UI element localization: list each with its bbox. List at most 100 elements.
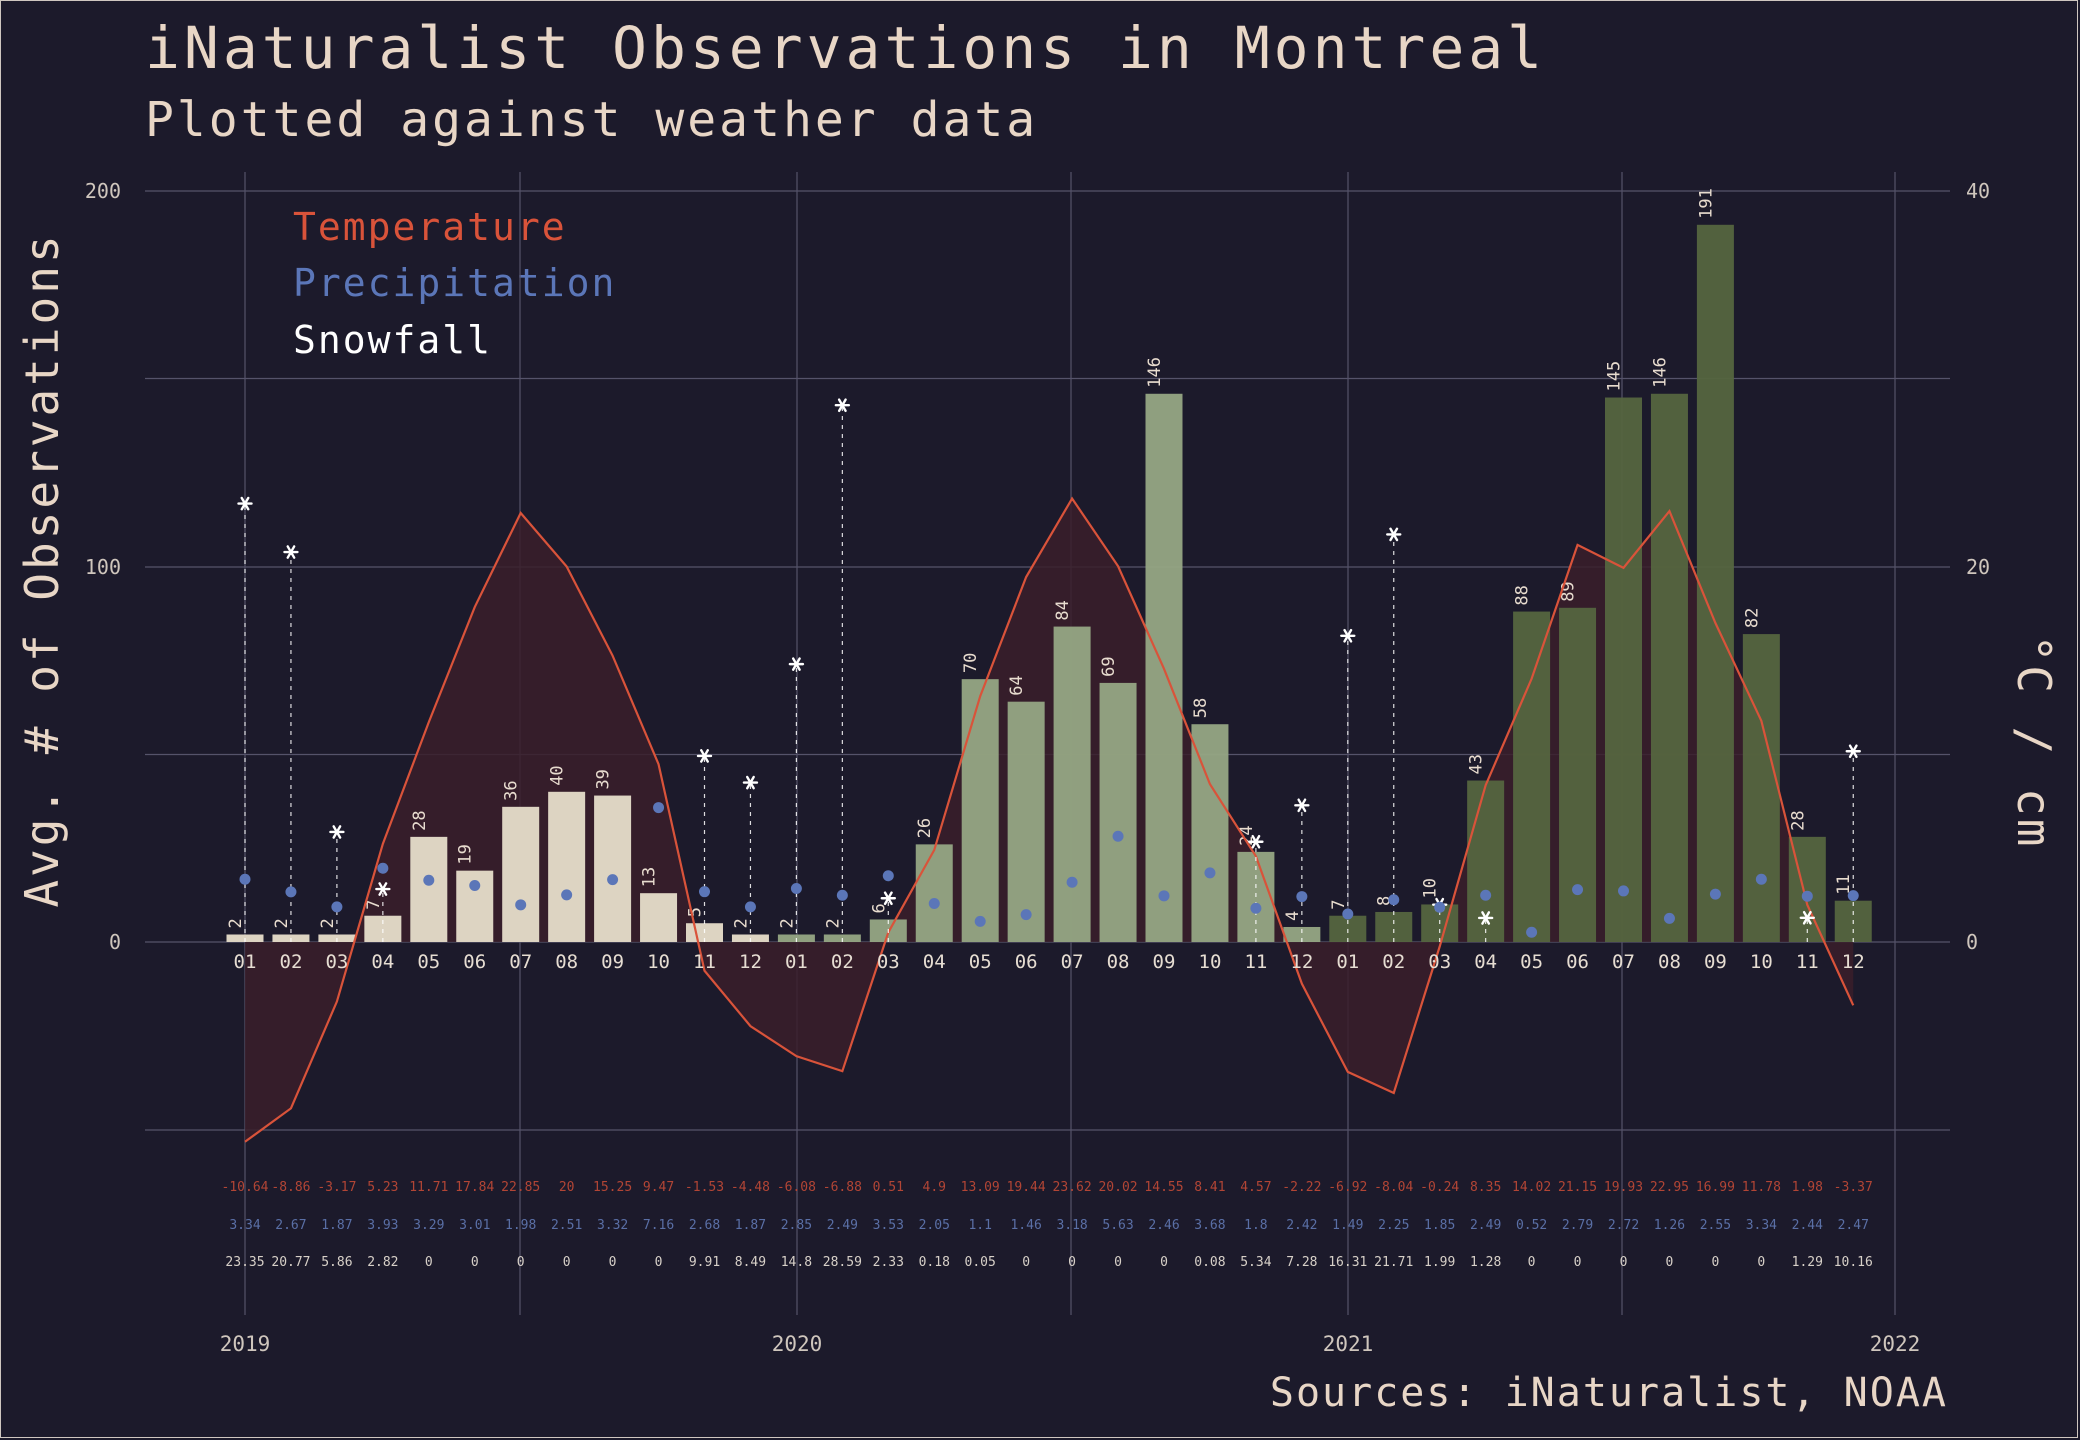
precipitation-value-label: 2.67 (275, 1218, 306, 1233)
bar (1513, 611, 1551, 942)
precipitation-value-label: 3.18 (1056, 1218, 1087, 1233)
month-tick-label: 01 (1336, 951, 1359, 973)
precipitation-value-label: 3.93 (367, 1218, 398, 1233)
snowfall-marker (237, 496, 253, 511)
snowfall-value-label: 5.34 (1240, 1255, 1271, 1270)
precipitation-value-label: 2.44 (1792, 1218, 1823, 1233)
precipitation-dot (790, 882, 802, 894)
snowfall-value-label: 14.8 (781, 1255, 812, 1270)
temperature-value-label: 14.02 (1512, 1180, 1551, 1195)
bar (1191, 724, 1229, 942)
temperature-value-label: -1.53 (685, 1180, 724, 1195)
bar-value-label: 7 (364, 899, 384, 909)
snowfall-value-label: 1.99 (1424, 1255, 1455, 1270)
y2-tick-label: 20 (1966, 555, 1990, 579)
bar-value-label: 36 (502, 780, 522, 800)
snowfall-value-label: 0 (471, 1255, 479, 1270)
snowfall-marker-spoke (1389, 527, 1399, 542)
snowfall-marker (1845, 744, 1861, 759)
precipitation-value-label: 1.98 (505, 1218, 536, 1233)
snowfall-value-label: 0 (1574, 1255, 1582, 1270)
precipitation-value-label: 2.42 (1286, 1218, 1317, 1233)
snowfall-marker-spoke (286, 545, 296, 559)
precipitation-dot (653, 802, 665, 814)
temperature-value-label: -6.88 (823, 1180, 862, 1195)
snowfall-value-label: 0.18 (919, 1255, 950, 1270)
month-tick-label: 09 (1704, 951, 1727, 973)
precipitation-value-label: 1.49 (1332, 1218, 1363, 1233)
month-tick-label: 04 (371, 951, 394, 973)
temperature-value-label: 22.85 (501, 1180, 540, 1195)
snowfall-value-label: 2.82 (367, 1255, 398, 1270)
precipitation-value-label: 1.87 (321, 1218, 352, 1233)
bar (1696, 224, 1734, 943)
bar (1375, 911, 1413, 942)
temperature-value-label: -4.48 (731, 1180, 770, 1195)
precipitation-value-label: 2.51 (551, 1218, 582, 1233)
precipitation-dot (882, 870, 894, 882)
bar-value-label: 70 (961, 653, 981, 673)
bar (640, 893, 678, 942)
source-caption: Sources: iNaturalist, NOAA (1269, 1370, 1948, 1416)
precipitation-dot (377, 862, 389, 874)
month-tick-label: 07 (1612, 951, 1635, 973)
bar (1283, 926, 1321, 942)
bar-value-label: 43 (1467, 754, 1487, 774)
bar-value-label: 40 (548, 765, 568, 785)
temperature-value-label: 4.9 (923, 1180, 946, 1195)
snowfall-value-label: 23.35 (225, 1255, 264, 1270)
temperature-value-label: 19.93 (1604, 1180, 1643, 1195)
temperature-value-label: 0.51 (873, 1180, 904, 1195)
precipitation-dot (1801, 890, 1813, 902)
chart-title: iNaturalist Observations in Montreal (145, 14, 1547, 82)
precipitation-value-label: 3.29 (413, 1218, 444, 1233)
snowfall-value-label: 7.28 (1286, 1255, 1317, 1270)
snowfall-marker (283, 545, 299, 559)
precipitation-value-label: 1.46 (1010, 1218, 1041, 1233)
month-tick-label: 11 (693, 951, 716, 973)
temperature-value-label: -0.24 (1420, 1180, 1459, 1195)
precipitation-dot (331, 901, 343, 913)
bar-value-label: 28 (1788, 810, 1808, 830)
snowfall-marker-spoke (332, 825, 342, 839)
precipitation-value-label: 2.05 (919, 1218, 950, 1233)
snowfall-value-label: 0 (655, 1255, 663, 1270)
y-axis-title: Avg. # of Observations (15, 232, 69, 907)
precipitation-dot (1526, 926, 1538, 938)
snowfall-marker-spoke (378, 882, 388, 896)
month-tick-label: 05 (1520, 951, 1543, 973)
precipitation-dot (1342, 908, 1354, 920)
bar-value-label: 146 (1650, 357, 1670, 388)
precipitation-dot (1847, 890, 1859, 902)
month-tick-label: 01 (785, 951, 808, 973)
precipitation-dot (1158, 890, 1170, 902)
bar-value-label: 64 (1007, 675, 1027, 695)
bar (1053, 626, 1091, 942)
snowfall-value-label: 0 (609, 1255, 617, 1270)
precipitation-dot (744, 901, 756, 913)
snowfall-marker-spoke (883, 891, 893, 906)
month-tick-label: 08 (1107, 951, 1130, 973)
month-tick-label: 07 (1061, 951, 1084, 973)
precipitation-value-label: 7.16 (643, 1218, 674, 1233)
precipitation-dot (423, 874, 435, 886)
snowfall-marker (1386, 527, 1402, 542)
precipitation-dot (928, 898, 940, 910)
month-tick-label: 12 (739, 951, 762, 973)
snowfall-value-label: 16.31 (1328, 1255, 1367, 1270)
bar-value-label: 2 (226, 918, 246, 928)
bar-value-label: 82 (1742, 608, 1762, 628)
month-tick-label: 12 (1290, 951, 1313, 973)
snowfall-marker (880, 891, 896, 906)
snowfall-marker-spoke (1481, 911, 1491, 925)
precipitation-dot (1572, 884, 1584, 896)
precipitation-value-label: 2.72 (1608, 1218, 1639, 1233)
precipitation-value-label: 2.55 (1700, 1218, 1731, 1233)
bar-value-label: 11 (1834, 874, 1854, 894)
precipitation-value-label: 2.49 (827, 1218, 858, 1233)
bar-value-label: 88 (1513, 585, 1533, 605)
precipitation-dot (974, 915, 986, 927)
snowfall-marker-spoke (1297, 798, 1307, 813)
bar-value-label: 28 (410, 810, 430, 830)
y2-tick-label: 40 (1966, 179, 1990, 203)
